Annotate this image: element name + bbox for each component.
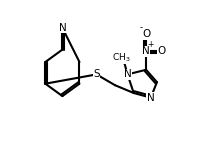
Text: N: N — [142, 46, 150, 56]
Text: N: N — [124, 69, 131, 79]
Text: CH$_3$: CH$_3$ — [112, 51, 131, 64]
Text: S: S — [93, 69, 100, 79]
Text: N: N — [147, 93, 155, 103]
Text: N: N — [58, 23, 66, 33]
Text: O: O — [157, 46, 166, 56]
Text: +: + — [147, 40, 153, 49]
Text: -: - — [140, 23, 143, 32]
Text: O: O — [142, 29, 150, 39]
